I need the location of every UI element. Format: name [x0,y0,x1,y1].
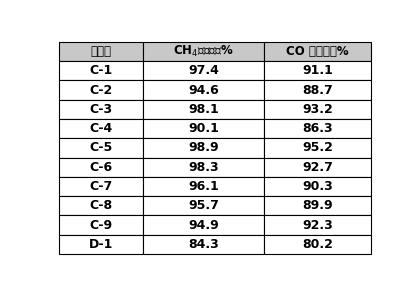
Text: 98.9: 98.9 [188,142,219,154]
Text: 88.7: 88.7 [302,84,333,97]
Bar [264,42,371,61]
Bar [264,215,371,235]
Bar [264,100,371,119]
Text: 催化剂: 催化剂 [91,45,112,58]
Text: 95.7: 95.7 [188,199,219,212]
Bar [264,177,371,196]
Bar [264,119,371,138]
Text: C-7: C-7 [89,180,113,193]
Text: 98.3: 98.3 [188,161,219,174]
Text: 94.6: 94.6 [188,84,219,97]
Bar [264,235,371,254]
Text: 90.3: 90.3 [302,180,333,193]
Text: C-6: C-6 [89,161,113,174]
Text: 91.1: 91.1 [302,64,333,77]
Text: 92.3: 92.3 [302,219,333,231]
Bar [143,100,264,119]
Text: 96.1: 96.1 [188,180,219,193]
Text: C-4: C-4 [89,122,113,135]
Bar [143,177,264,196]
Text: 86.3: 86.3 [302,122,333,135]
Bar [264,196,371,215]
Bar [143,158,264,177]
Text: C-5: C-5 [89,142,113,154]
Text: C-2: C-2 [89,84,113,97]
Bar [264,81,371,100]
Bar [143,81,264,100]
Text: C-9: C-9 [89,219,113,231]
Bar [143,138,264,158]
Bar [59,61,143,81]
Text: 98.1: 98.1 [188,103,219,116]
Text: 92.7: 92.7 [302,161,333,174]
Bar [264,158,371,177]
Bar [59,138,143,158]
Bar [59,177,143,196]
Text: 93.2: 93.2 [302,103,333,116]
Bar [59,235,143,254]
Bar [143,235,264,254]
Text: C-1: C-1 [89,64,113,77]
Text: CO 选择性，%: CO 选择性，% [286,45,349,58]
Bar [143,61,264,81]
Text: 95.2: 95.2 [302,142,333,154]
Bar [59,81,143,100]
Bar [59,196,143,215]
Bar [59,42,143,61]
Text: CH$_4$转化率，%: CH$_4$转化率，% [173,44,234,59]
Text: C-3: C-3 [89,103,113,116]
Text: 89.9: 89.9 [302,199,333,212]
Bar [59,100,143,119]
Text: 84.3: 84.3 [188,238,219,251]
Text: C-8: C-8 [89,199,113,212]
Bar [143,119,264,138]
Bar [59,215,143,235]
Bar [59,158,143,177]
Text: 90.1: 90.1 [188,122,219,135]
Bar [264,138,371,158]
Bar [143,196,264,215]
Bar [143,215,264,235]
Text: 97.4: 97.4 [188,64,219,77]
Text: D-1: D-1 [89,238,113,251]
Bar [143,42,264,61]
Bar [59,119,143,138]
Text: 94.9: 94.9 [188,219,219,231]
Text: 80.2: 80.2 [302,238,333,251]
Bar [264,61,371,81]
